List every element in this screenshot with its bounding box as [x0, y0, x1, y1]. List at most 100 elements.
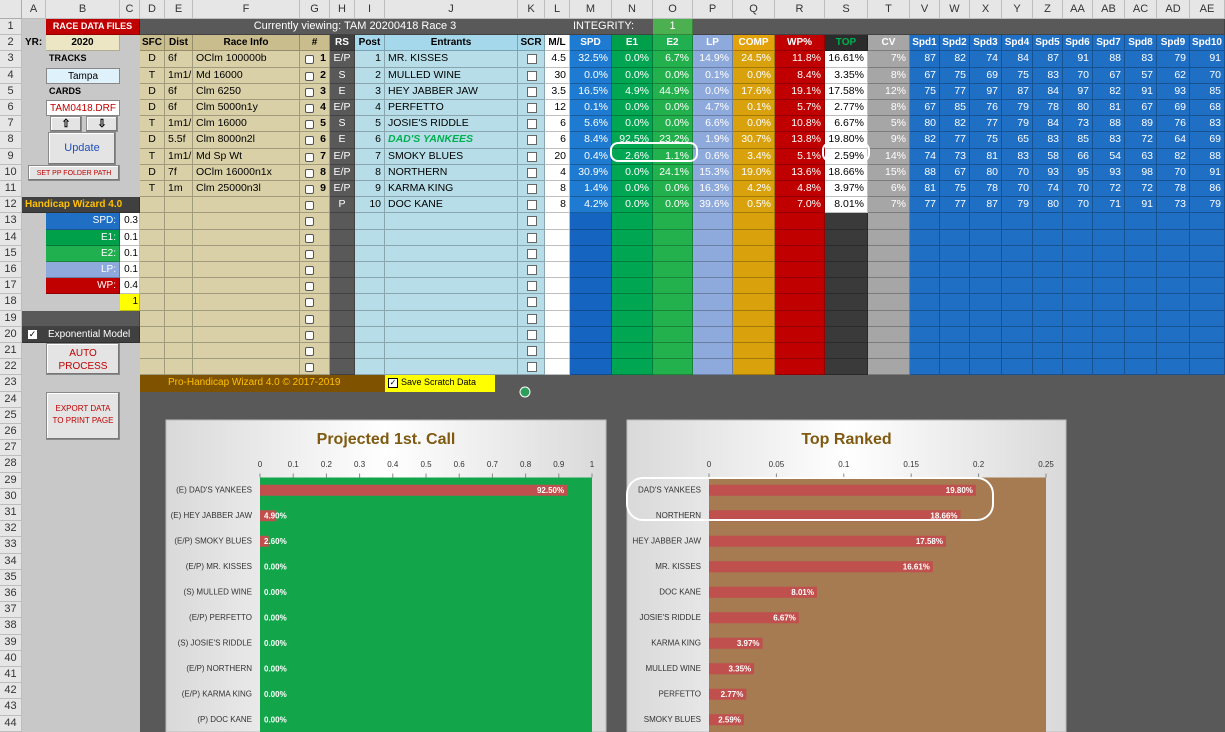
column-title: M/L [545, 35, 570, 52]
cell-scr[interactable] [518, 294, 545, 311]
cell-info [193, 359, 300, 376]
column-title: RS [330, 35, 355, 52]
weight-value[interactable]: 0.4 [120, 278, 140, 295]
cell-scr[interactable] [518, 197, 545, 214]
cell-cv [868, 278, 910, 295]
weight-value[interactable]: 0.1 [120, 245, 140, 262]
cell-scr[interactable] [518, 359, 545, 376]
weight-value[interactable]: 0.1 [120, 262, 140, 279]
scratch-checkbox[interactable] [527, 216, 537, 227]
cell-scr[interactable] [518, 100, 545, 117]
track-select[interactable]: Tampa [46, 67, 120, 84]
cell-lp: 0.0% [693, 83, 733, 100]
cell-scr[interactable] [518, 148, 545, 165]
scratch-checkbox[interactable] [527, 265, 537, 275]
cell-scr[interactable] [518, 132, 545, 149]
row-number: 21 [0, 343, 22, 360]
scratch-checkbox[interactable] [527, 248, 537, 259]
scratch-checkbox[interactable] [527, 135, 537, 146]
auto-button[interactable]: AUTO PROCESS [46, 343, 120, 376]
cell-scr[interactable] [518, 245, 545, 262]
cell-scr[interactable] [518, 116, 545, 133]
weight-value[interactable]: 0.3 [120, 213, 140, 230]
cell-scr[interactable] [518, 213, 545, 230]
card-select[interactable]: TAM0418.DRF [46, 100, 120, 117]
cell-scr[interactable] [518, 343, 545, 360]
cell-lp [693, 326, 733, 343]
checkbox[interactable]: ✓ [28, 328, 37, 339]
scratch-checkbox[interactable] [527, 167, 537, 178]
cell-scr[interactable] [518, 51, 545, 68]
cell-scr[interactable] [518, 164, 545, 181]
cell-scr[interactable] [518, 67, 545, 84]
scratch-checkbox[interactable] [527, 70, 537, 81]
weight-value[interactable]: 0.1 [120, 229, 140, 246]
scratch-checkbox[interactable] [527, 362, 537, 373]
cell-speed: 75 [910, 83, 940, 100]
integrity: 1 [653, 19, 693, 36]
scratch-checkbox[interactable] [527, 313, 537, 324]
scratch-checkbox[interactable] [527, 103, 537, 113]
cell-speed: 68 [1190, 100, 1225, 117]
cell-speed [1190, 294, 1225, 311]
cell-speed [1125, 343, 1157, 360]
scratch-checkbox[interactable] [527, 86, 537, 97]
label: CARDS [49, 85, 82, 96]
cell-ml: 8 [545, 197, 570, 214]
cell-post: 5 [355, 116, 385, 133]
nav-button[interactable]: ⇩ [86, 116, 118, 133]
cell-scr[interactable] [518, 83, 545, 100]
viewing: Currently viewing: TAM 20200418 Race 3 [253, 20, 457, 32]
row-number: 43 [0, 699, 22, 716]
scratch-checkbox[interactable] [527, 119, 537, 130]
column-header: K [518, 0, 545, 19]
folder-button[interactable]: SET PP FOLDER PATH [28, 164, 120, 181]
nav-button[interactable]: ⇧ [50, 116, 82, 133]
row-number: 12 [0, 197, 22, 214]
column-title: E2 [653, 35, 693, 52]
cell-ml: 8 [545, 181, 570, 198]
cell-scr[interactable] [518, 278, 545, 295]
cell-speed [1157, 343, 1190, 360]
cell-speed [910, 262, 940, 279]
scratch-checkbox[interactable] [527, 232, 537, 243]
cell-post [355, 245, 385, 262]
save-scratch[interactable]: Save Scratch Data ✓ [385, 375, 495, 392]
cell-entrant: MULLED WINE [385, 67, 518, 84]
model-toggle[interactable]: Exponential Model ✓ [22, 326, 140, 343]
cell-speed: 81 [910, 181, 940, 198]
scratch-checkbox[interactable] [527, 346, 537, 356]
cell-comp [733, 326, 775, 343]
scratch-checkbox[interactable] [527, 54, 537, 65]
cell-entrant: MR. KISSES [385, 51, 518, 68]
cell-top: 17.58% [825, 83, 868, 100]
cell-speed: 77 [970, 116, 1002, 133]
update-button[interactable]: Update [48, 132, 116, 165]
checkbox[interactable]: ✓ [388, 378, 398, 389]
cell-e1 [612, 326, 653, 343]
cell-scr[interactable] [518, 326, 545, 343]
cell-rs: E/P [330, 181, 355, 198]
scratch-checkbox[interactable] [527, 329, 537, 340]
scratch-checkbox[interactable] [527, 297, 537, 308]
cell-cv [868, 262, 910, 279]
column-title: Spd3 [970, 35, 1002, 52]
cell-spd: 30.9% [570, 164, 612, 181]
cell-cv [868, 229, 910, 246]
scratch-checkbox[interactable] [527, 184, 537, 194]
cell-speed: 85 [1190, 83, 1225, 100]
row-number: 34 [0, 553, 22, 570]
cell-speed [1093, 245, 1125, 262]
scratch-checkbox[interactable] [527, 281, 537, 292]
cell-scr[interactable] [518, 310, 545, 327]
scratch-checkbox[interactable] [527, 151, 537, 162]
cell-scr[interactable] [518, 229, 545, 246]
export-button[interactable]: EXPORT DATA TO PRINT PAGE [46, 391, 120, 441]
scratch-checkbox[interactable] [527, 200, 537, 211]
cell-scr[interactable] [518, 181, 545, 198]
cell-scr[interactable] [518, 262, 545, 279]
cell-wp [775, 245, 825, 262]
cell-speed [1063, 229, 1093, 246]
corner [0, 0, 22, 19]
cell-top [825, 294, 868, 311]
